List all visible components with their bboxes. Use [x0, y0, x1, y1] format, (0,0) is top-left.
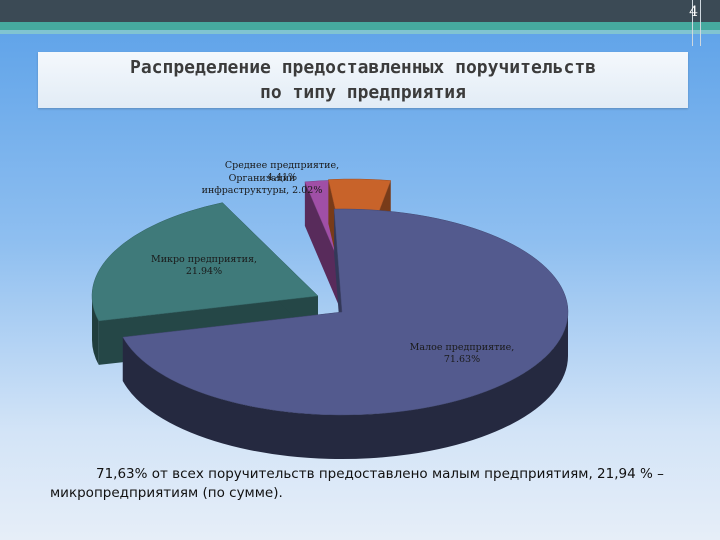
slice-label-line: Микро предприятия, [151, 254, 257, 265]
pie-slice-group [122, 208, 569, 460]
slice-label: Микро предприятия, 21.94% [151, 254, 257, 277]
top-accent-strip-light [0, 30, 720, 34]
slice-label: Малое предприятие, 71.63% [410, 342, 515, 365]
top-accent-strip [0, 22, 720, 30]
slice-label-line: 21.94% [186, 266, 222, 277]
pie-slice [91, 202, 319, 322]
slice-label: Среднее предприятие, 4.41% [225, 160, 339, 183]
pie-slice-side [122, 312, 568, 460]
slide-number: 4 [689, 4, 698, 20]
pie-slice [122, 208, 569, 416]
frame-line [692, 0, 693, 46]
slice-label-line: Организации [229, 173, 296, 184]
caption-text: 71,63% от всех поручительств предоставле… [50, 466, 664, 501]
title-line-1: Распределение предоставленных поручитель… [130, 57, 596, 78]
pie-slice-side [92, 296, 99, 365]
top-bar [0, 0, 720, 22]
slice-label-line: 71.63% [444, 354, 480, 365]
slice-label-line: инфраструктуры, 2.02% [202, 185, 323, 196]
slice-label-line: Малое предприятие, [410, 342, 515, 353]
title-box: Распределение предоставленных поручитель… [38, 52, 688, 108]
slice-label-line: 4.41% [267, 172, 297, 183]
caption: 71,63% от всех поручительств предоставле… [50, 465, 690, 503]
title-line-2: по типу предприятия [260, 82, 466, 103]
slice-label-line: Среднее предприятие, [225, 160, 339, 171]
frame-line [700, 0, 701, 46]
slice-label: Организации инфраструктуры, 2.02% [202, 173, 323, 196]
